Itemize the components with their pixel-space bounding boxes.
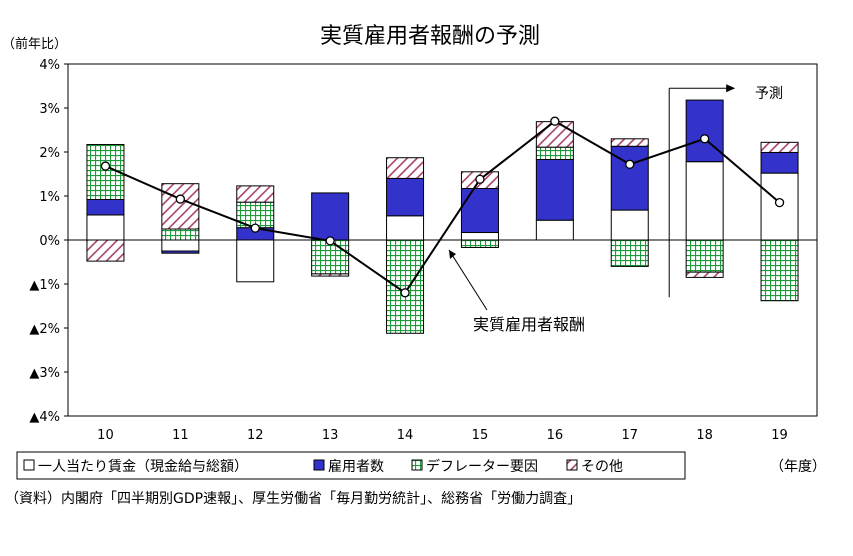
bar-other-18 bbox=[685, 271, 724, 278]
y-tick-label: 4% bbox=[39, 58, 60, 73]
bar-wage-10 bbox=[86, 214, 125, 241]
point-real-compensation-19 bbox=[774, 197, 785, 208]
bar-wage-12 bbox=[236, 239, 275, 283]
y-tick-label: 1% bbox=[39, 190, 60, 205]
legend-swatch-employees bbox=[313, 459, 325, 471]
bar-other-10 bbox=[86, 239, 125, 262]
bar-deflator-11 bbox=[161, 228, 200, 241]
forecast-arrowhead bbox=[726, 84, 736, 93]
legend-swatch-wage bbox=[23, 459, 35, 471]
y-tick-label: ▲3% bbox=[29, 366, 60, 381]
bar-wage-11 bbox=[161, 239, 200, 252]
point-real-compensation-13 bbox=[325, 236, 335, 246]
forecast-label: 予測 bbox=[755, 86, 783, 102]
legend-label-other: その他 bbox=[581, 459, 623, 475]
bar-employees-15 bbox=[460, 188, 499, 234]
point-real-compensation-12 bbox=[250, 223, 260, 233]
point-real-compensation-15 bbox=[475, 174, 485, 184]
bar-wage-15 bbox=[460, 232, 499, 241]
bar-employees-13 bbox=[311, 192, 350, 241]
bar-deflator-17 bbox=[610, 239, 649, 267]
bar-wage-14 bbox=[386, 215, 425, 241]
y-tick-label: ▲4% bbox=[29, 410, 60, 425]
y-tick-label: ▲2% bbox=[29, 322, 60, 337]
x-tick-label: 12 bbox=[247, 428, 264, 443]
legend-frame bbox=[16, 451, 686, 480]
line-real-compensation bbox=[105, 119, 781, 295]
bar-deflator-19 bbox=[760, 239, 799, 302]
y-tick-label: ▲1% bbox=[29, 278, 60, 293]
legend-swatch-deflator bbox=[411, 459, 423, 471]
point-real-compensation-18 bbox=[700, 134, 710, 144]
source-note: （資料）内閣府「四半期別GDP速報」、厚生労働省「毎月勤労統計」、総務省「労働力… bbox=[5, 491, 581, 507]
point-real-compensation-10 bbox=[100, 161, 111, 171]
x-tick-label: 14 bbox=[397, 428, 414, 443]
point-real-compensation-16 bbox=[550, 116, 560, 126]
legend: 一人当たり賃金（現金給与総額） 雇用者数 デフレーター要因 その他 bbox=[16, 451, 686, 480]
bar-employees-10 bbox=[86, 199, 125, 216]
point-real-compensation-14 bbox=[400, 288, 410, 298]
bar-deflator-16 bbox=[535, 146, 574, 160]
y-axis-unit-label: （前年比） bbox=[2, 36, 67, 52]
bar-employees-16 bbox=[535, 158, 574, 221]
bar-deflator-18 bbox=[685, 239, 724, 273]
line-callout-label: 実質雇用者報酬 bbox=[473, 315, 585, 334]
point-real-compensation-17 bbox=[625, 159, 635, 169]
legend-label-employees: 雇用者数 bbox=[328, 458, 384, 475]
legend-label-deflator: デフレーター要因 bbox=[426, 458, 538, 475]
callout-leader bbox=[448, 249, 488, 311]
bar-other-14 bbox=[386, 157, 425, 179]
bar-employees-11 bbox=[161, 250, 200, 254]
bar-deflator-15 bbox=[460, 239, 499, 248]
x-axis-unit-label: （年度） bbox=[770, 459, 826, 475]
bar-other-19 bbox=[760, 141, 799, 153]
y-tick-label: 2% bbox=[39, 146, 60, 161]
x-tick-label: 16 bbox=[547, 428, 564, 443]
bar-other-12 bbox=[236, 185, 275, 203]
bar-other-13 bbox=[311, 273, 350, 277]
callout-arrowhead bbox=[449, 250, 456, 259]
x-tick-label: 11 bbox=[172, 428, 189, 443]
bar-employees-18 bbox=[685, 99, 724, 163]
x-tick-label: 17 bbox=[621, 428, 638, 443]
x-tick-label: 19 bbox=[771, 428, 788, 443]
bar-other-16 bbox=[535, 121, 574, 148]
x-tick-label: 18 bbox=[696, 428, 713, 443]
bar-employees-14 bbox=[386, 177, 425, 217]
x-tick-label: 15 bbox=[472, 428, 489, 443]
bar-wage-17 bbox=[610, 209, 649, 241]
legend-swatch-other bbox=[566, 459, 578, 471]
chart-title: 実質雇用者報酬の予測 bbox=[320, 24, 540, 49]
bar-wage-18 bbox=[685, 161, 724, 241]
point-real-compensation-11 bbox=[175, 194, 186, 204]
bar-other-17 bbox=[610, 138, 649, 147]
y-tick-label: 0% bbox=[39, 234, 60, 249]
x-tick-label: 10 bbox=[97, 428, 114, 443]
legend-label-wage: 一人当たり賃金（現金給与総額） bbox=[38, 459, 248, 475]
bar-other-11 bbox=[161, 183, 200, 230]
bar-wage-16 bbox=[535, 219, 574, 241]
y-tick-label: 3% bbox=[39, 102, 60, 117]
bar-employees-19 bbox=[760, 151, 799, 174]
x-tick-label: 13 bbox=[322, 428, 339, 443]
bar-deflator-14 bbox=[386, 239, 425, 334]
